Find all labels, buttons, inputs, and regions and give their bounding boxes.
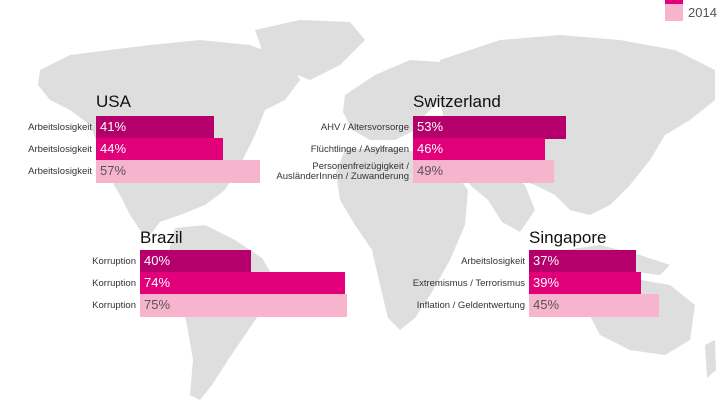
category-label: Personenfreizügigkeit / AusländerInnen / … xyxy=(276,160,409,182)
bar xyxy=(413,138,545,161)
category-label: Arbeitslosigkeit xyxy=(28,143,92,155)
country-title-switzerland: Switzerland xyxy=(413,92,501,111)
europe-shape xyxy=(343,60,450,140)
country-title-brazil: Brazil xyxy=(140,228,183,247)
bar xyxy=(413,116,566,139)
new-zealand-shape xyxy=(705,340,716,378)
value-label: 39% xyxy=(533,275,560,290)
value-label: 46% xyxy=(417,141,444,156)
category-label: Extremismus / Terrorismus xyxy=(412,277,525,289)
category-label: Korruption xyxy=(92,299,136,311)
category-label: Korruption xyxy=(92,255,136,267)
category-label: Arbeitslosigkeit xyxy=(28,165,92,177)
greenland-shape xyxy=(255,20,365,80)
country-title-usa: USA xyxy=(96,92,131,111)
bar xyxy=(413,160,554,183)
value-label: 53% xyxy=(417,119,444,134)
value-label: 74% xyxy=(144,275,171,290)
bar xyxy=(529,294,659,317)
africa-shape xyxy=(336,148,468,330)
bar xyxy=(140,250,251,273)
value-label: 75% xyxy=(144,297,171,312)
bar xyxy=(96,116,214,139)
category-label: Arbeitslosigkeit xyxy=(28,121,92,133)
bar xyxy=(529,250,636,273)
legend-label-2014: 2014 xyxy=(688,5,717,20)
value-label: 49% xyxy=(417,163,444,178)
legend-swatch-2014 xyxy=(665,4,683,21)
value-label: 45% xyxy=(533,297,560,312)
category-label: Arbeitslosigkeit xyxy=(461,255,525,267)
legend: 2014 xyxy=(660,0,720,24)
value-label: 40% xyxy=(144,253,171,268)
bar xyxy=(140,294,347,317)
value-label: 44% xyxy=(100,141,127,156)
bar xyxy=(96,160,260,183)
category-label: Flüchtlinge / Asylfragen xyxy=(310,143,409,155)
category-label: Inflation / Geldentwertung xyxy=(416,299,525,311)
value-label: 37% xyxy=(533,253,560,268)
value-label: 41% xyxy=(100,119,127,134)
country-title-singapore: Singapore xyxy=(529,228,607,247)
bar xyxy=(140,272,345,295)
bar xyxy=(529,272,641,295)
value-label: 57% xyxy=(100,163,127,178)
category-label: AHV / Altersvorsorge xyxy=(320,121,409,133)
bar xyxy=(96,138,223,161)
category-label: Korruption xyxy=(92,277,136,289)
legend-swatch-y2 xyxy=(665,0,683,4)
